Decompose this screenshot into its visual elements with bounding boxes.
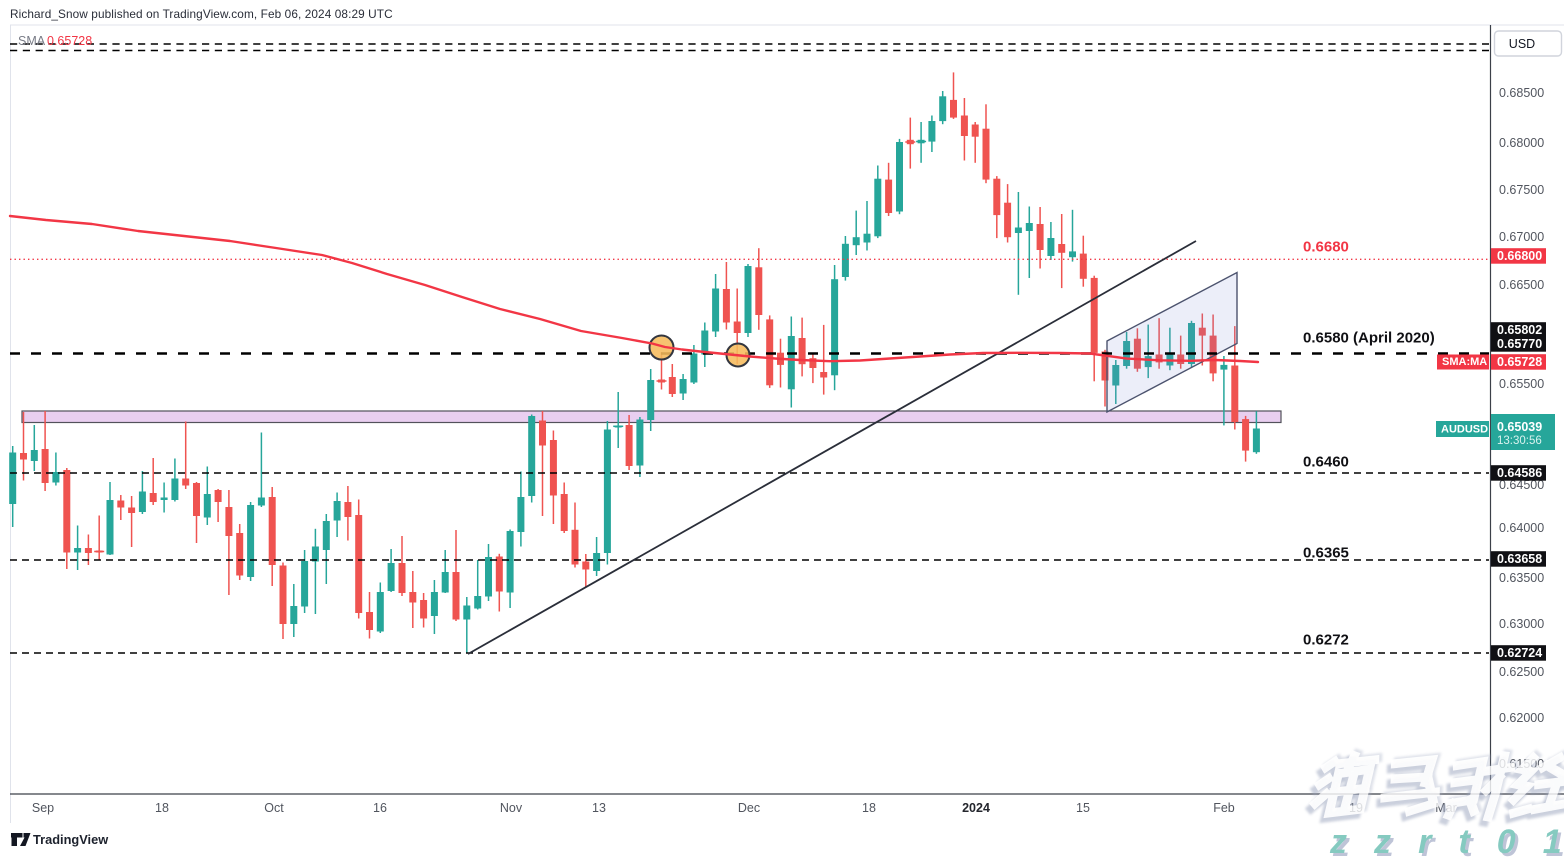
svg-text:Nov: Nov (500, 801, 523, 815)
svg-text:0.65039: 0.65039 (1497, 420, 1542, 434)
svg-text:0.6460: 0.6460 (1303, 454, 1349, 471)
svg-text:0.68000: 0.68000 (1499, 136, 1544, 150)
svg-text:13: 13 (592, 801, 606, 815)
svg-text:0.6272: 0.6272 (1303, 632, 1349, 649)
svg-text:0.65728: 0.65728 (1497, 355, 1542, 369)
svg-text:Feb: Feb (1213, 801, 1235, 815)
svg-text:13:30:56: 13:30:56 (1497, 435, 1542, 447)
svg-text:SMA: SMA (18, 34, 46, 48)
svg-text:0.63658: 0.63658 (1497, 552, 1542, 566)
svg-text:0.6365: 0.6365 (1303, 545, 1349, 562)
svg-text:18: 18 (862, 801, 876, 815)
svg-text:AUDUSD: AUDUSD (1441, 424, 1488, 436)
svg-text:0.64500: 0.64500 (1499, 478, 1544, 492)
svg-text:15: 15 (1076, 801, 1090, 815)
svg-text:TradingView: TradingView (33, 832, 108, 847)
svg-text:USD: USD (1509, 37, 1535, 51)
svg-text:Sep: Sep (32, 801, 54, 815)
svg-text:0.65770: 0.65770 (1497, 337, 1542, 351)
svg-text:Dec: Dec (738, 801, 760, 815)
svg-text:0.65802: 0.65802 (1497, 323, 1542, 337)
svg-text:2024: 2024 (962, 801, 990, 815)
svg-text:0.62000: 0.62000 (1499, 711, 1544, 725)
svg-text:SMA:MA: SMA:MA (1442, 356, 1487, 368)
svg-text:0.65500: 0.65500 (1499, 377, 1544, 391)
svg-text:0.62724: 0.62724 (1497, 646, 1542, 660)
svg-text:16: 16 (373, 801, 387, 815)
svg-text:Richard_Snow published on Trad: Richard_Snow published on TradingView.co… (10, 7, 393, 21)
svg-text:z z r t 0 1 . c n: z z r t 0 1 . c n (1332, 826, 1564, 857)
svg-text:0.64586: 0.64586 (1497, 466, 1542, 480)
svg-text:0.67000: 0.67000 (1499, 230, 1544, 244)
svg-text:0.68500: 0.68500 (1499, 86, 1544, 100)
svg-text:0.66500: 0.66500 (1499, 278, 1544, 292)
svg-text:0.63000: 0.63000 (1499, 617, 1544, 631)
svg-text:0.6580 (April 2020): 0.6580 (April 2020) (1303, 330, 1435, 347)
svg-text:0.65728: 0.65728 (47, 34, 92, 48)
svg-text:z z r t 0 1 . c n: z z r t 0 1 . c n (1329, 823, 1564, 857)
svg-text:18: 18 (155, 801, 169, 815)
svg-text:0.66800: 0.66800 (1497, 249, 1542, 263)
svg-text:Oct: Oct (264, 801, 284, 815)
svg-text:0.67500: 0.67500 (1499, 183, 1544, 197)
svg-text:0.64000: 0.64000 (1499, 521, 1544, 535)
svg-text:0.62500: 0.62500 (1499, 665, 1544, 679)
svg-text:0.6680: 0.6680 (1303, 239, 1349, 256)
svg-text:0.63500: 0.63500 (1499, 571, 1544, 585)
